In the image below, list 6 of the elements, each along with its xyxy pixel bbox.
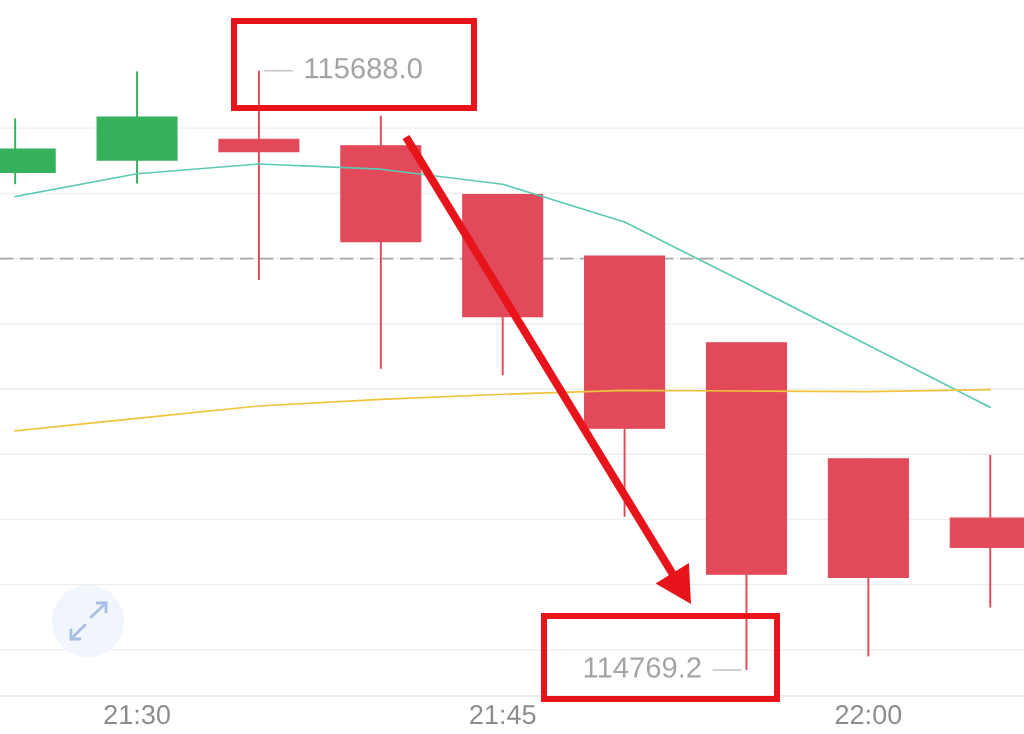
annotation: 114769.2 (584, 657, 701, 678)
x-tick-label: 22:00 (835, 705, 902, 725)
candlestick (218, 69, 300, 282)
annotation: 115688.0 (305, 57, 422, 79)
x-tick-label: 21:45 (470, 705, 536, 725)
x-tick-label: 21:30 (104, 705, 170, 725)
